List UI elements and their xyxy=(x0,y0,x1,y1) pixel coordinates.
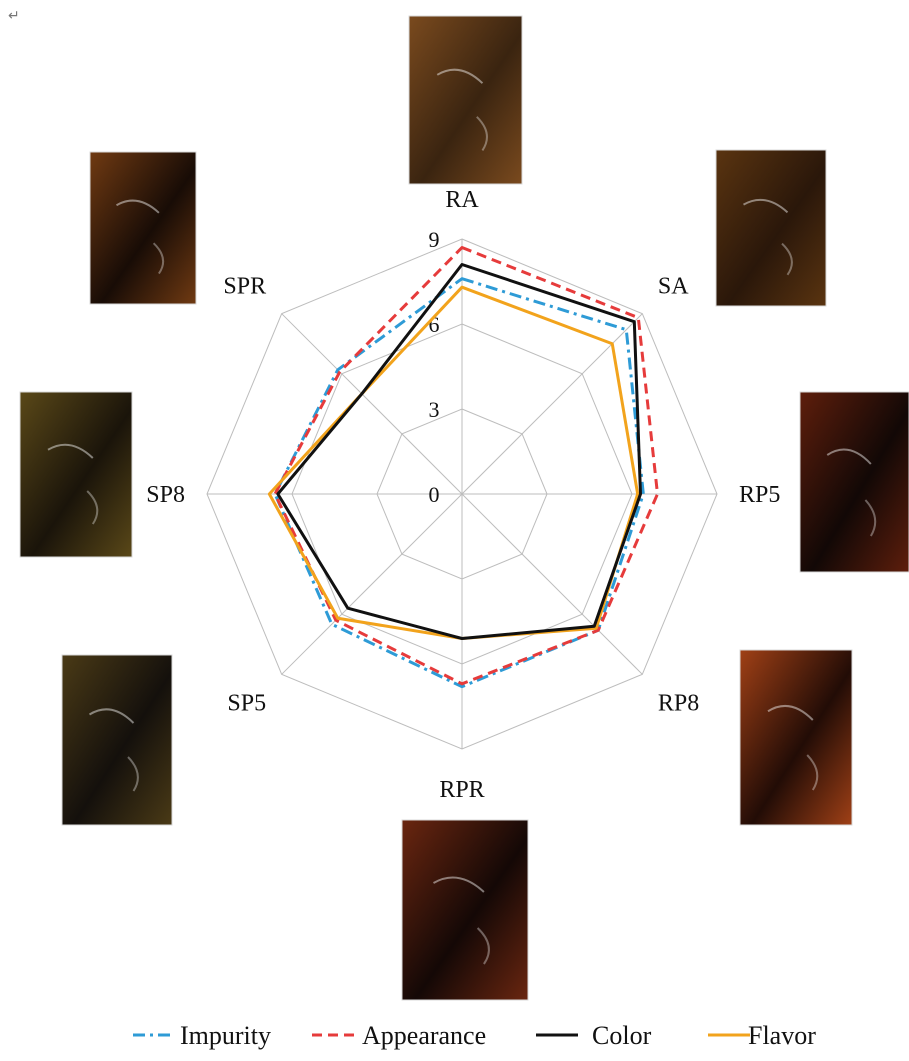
grid-spoke-sa xyxy=(461,313,643,495)
sample-photo-3 xyxy=(799,391,909,573)
category-label-ra: RA xyxy=(445,187,479,213)
legend-label-flavor: Flavor xyxy=(748,1021,816,1050)
sample-photo-6 xyxy=(61,654,173,826)
sample-photo-1 xyxy=(408,15,523,185)
legend: Impurity Appearance Color Flavor xyxy=(133,1021,816,1050)
sample-photos xyxy=(19,15,909,1001)
series-line-color xyxy=(276,263,642,640)
series-line-flavor xyxy=(267,285,640,640)
sample-photo-4 xyxy=(739,649,853,826)
category-label-spr: SPR xyxy=(223,273,266,299)
sample-photo-7 xyxy=(19,391,133,558)
sample-photo-8 xyxy=(89,151,197,305)
series-line-appearance xyxy=(273,246,659,686)
sample-photo-5 xyxy=(401,819,529,1001)
return-mark: ↵ xyxy=(8,8,20,24)
series-line-impurity xyxy=(273,277,645,689)
legend-item-impurity: Impurity xyxy=(133,1021,271,1050)
legend-item-flavor: Flavor xyxy=(708,1021,816,1050)
series-lines xyxy=(267,246,659,689)
sample-photo-2 xyxy=(715,149,827,307)
grid-spoke-sp5 xyxy=(281,493,463,675)
category-label-rp5: RP5 xyxy=(739,482,780,508)
radar-grid xyxy=(206,238,718,750)
grid-spoke-rp8 xyxy=(461,493,643,675)
legend-label-appearance: Appearance xyxy=(362,1021,486,1050)
category-label-sp5: SP5 xyxy=(227,691,266,717)
legend-label-impurity: Impurity xyxy=(180,1021,271,1050)
legend-item-color: Color xyxy=(536,1021,652,1050)
tick-label-3: 3 xyxy=(429,397,440,422)
legend-item-appearance: Appearance xyxy=(312,1021,486,1050)
category-label-sa: SA xyxy=(658,273,689,299)
grid-spoke-spr xyxy=(281,313,463,495)
tick-label-6: 6 xyxy=(429,312,440,337)
category-label-sp8: SP8 xyxy=(146,482,185,508)
category-label-rpr: RPR xyxy=(439,777,484,803)
category-label-rp8: RP8 xyxy=(658,691,699,717)
legend-label-color: Color xyxy=(592,1021,652,1050)
category-labels: RA SA RP5 RP8 RPR SP5 SP8 SPR xyxy=(146,187,780,803)
radial-tick-labels: 0 3 6 9 xyxy=(429,227,440,507)
tick-label-0: 0 xyxy=(429,482,440,507)
tick-label-9: 9 xyxy=(429,227,440,252)
